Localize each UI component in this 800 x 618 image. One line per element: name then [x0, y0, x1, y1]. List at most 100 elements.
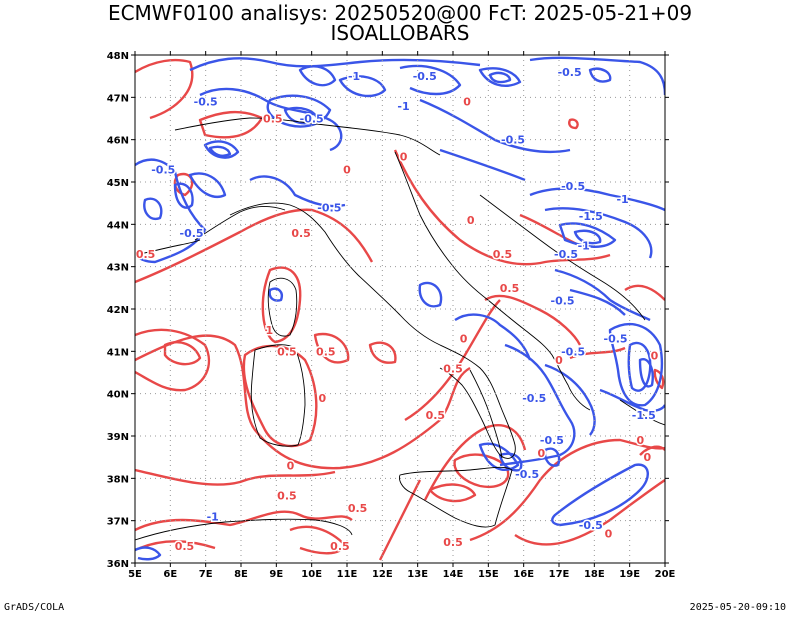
contour-value-label: 0 — [400, 151, 408, 164]
positive-contours — [135, 58, 665, 561]
positive-contour — [469, 438, 665, 542]
negative-contour — [338, 75, 387, 98]
contour-value-label: 0 — [651, 350, 659, 363]
negative-contour — [298, 65, 337, 87]
positive-contour — [639, 445, 665, 456]
positive-contour — [653, 368, 665, 390]
positive-contour — [261, 266, 302, 344]
negative-contours — [135, 56, 665, 561]
sardinia-outline — [250, 344, 306, 447]
contour-value-label: 0.5 — [348, 502, 368, 515]
positive-contour — [569, 346, 626, 360]
italy-coastline — [229, 202, 516, 459]
lon-tick-label: 14E — [443, 569, 464, 580]
contour-value-label: 0.5 — [175, 540, 195, 553]
contour-value-label: -0.5 — [194, 96, 218, 109]
positive-contour — [198, 110, 264, 139]
negative-contour — [544, 207, 653, 259]
contour-value-label: -0.5 — [540, 434, 564, 447]
negative-contour — [529, 187, 665, 212]
contour-value-label: 0.5 — [443, 536, 463, 549]
negative-contour — [143, 197, 163, 221]
negative-contour — [588, 67, 612, 83]
positive-contour — [624, 284, 665, 301]
lat-tick-label: 39N — [107, 432, 129, 443]
greece-coast — [619, 399, 665, 426]
contour-value-label: 1 — [265, 324, 273, 337]
contour-value-label: -1 — [348, 70, 360, 83]
negative-contour — [558, 222, 617, 248]
sicily-outline — [399, 466, 513, 528]
negative-contour — [499, 343, 576, 467]
negative-contour — [608, 322, 664, 407]
contour-value-label: 0.5 — [263, 113, 283, 126]
positive-contour — [135, 208, 374, 284]
positive-contour — [313, 332, 350, 364]
negative-contour — [266, 94, 332, 128]
calabria-coastline — [469, 369, 503, 459]
corsica-outline — [267, 277, 298, 337]
lat-tick-label: 36N — [107, 559, 129, 570]
positive-contour — [378, 479, 422, 561]
contour-value-label: -1.5 — [632, 409, 656, 422]
negative-contour — [488, 71, 512, 84]
contour-value-label: -1 — [578, 240, 590, 253]
lon-tick-label: 20E — [655, 569, 676, 580]
contour-value-label: -1 — [616, 193, 628, 206]
lat-tick-label: 48N — [107, 51, 129, 62]
adriatic-coastline — [394, 151, 591, 411]
contour-value-label: -0.5 — [558, 66, 582, 79]
contour-value-label: -1 — [207, 510, 219, 523]
contour-value-label: -0.5 — [413, 70, 437, 83]
contour-value-label: -0.5 — [151, 163, 175, 176]
positive-contour — [393, 149, 611, 266]
contour-value-label: 0 — [636, 434, 644, 447]
negative-contour — [478, 67, 522, 87]
balkan-coastline — [479, 194, 646, 321]
negative-contour — [454, 313, 532, 361]
lon-tick-label: 5E — [128, 569, 142, 580]
contour-value-label: -1 — [397, 100, 409, 113]
map-subtitle: ISOALLOBARS — [330, 21, 470, 45]
negative-contour — [208, 145, 232, 157]
negative-contour — [627, 341, 652, 392]
contour-value-label: 0 — [318, 392, 326, 405]
negative-contour — [498, 452, 523, 472]
contour-value-label: -0.5 — [554, 248, 578, 261]
negative-contour — [135, 158, 207, 264]
contour-value-label: -0.5 — [300, 113, 324, 126]
negative-contour — [203, 140, 240, 159]
negative-contour — [188, 172, 227, 198]
contour-value-label: 0.5 — [291, 227, 311, 240]
positive-contour — [404, 299, 501, 422]
render-timestamp: 2025-05-20-09:10 — [689, 602, 786, 613]
contour-value-label: -0.5 — [561, 180, 585, 193]
contour-value-label: 0 — [467, 214, 475, 227]
negative-contour — [135, 546, 162, 561]
negative-contour — [544, 363, 596, 436]
lon-tick-label: 12E — [372, 569, 393, 580]
contour-value-label: 0 — [644, 451, 652, 464]
negative-contour — [569, 288, 626, 316]
lon-tick-label: 10E — [301, 569, 322, 580]
positive-contour — [423, 424, 527, 501]
lon-tick-label: 15E — [478, 569, 499, 580]
software-credit: GrADS/COLA — [4, 602, 65, 613]
contour-value-label: -0.5 — [561, 345, 585, 358]
positive-contour — [368, 341, 397, 364]
lat-tick-label: 44N — [107, 220, 129, 231]
negative-contour — [249, 175, 346, 208]
negative-contour — [551, 463, 649, 527]
negative-contour — [439, 148, 526, 182]
lon-tick-label: 7E — [199, 569, 213, 580]
contour-value-label: 0.5 — [493, 248, 513, 261]
lat-tick-label: 46N — [107, 136, 129, 147]
alps-border — [174, 117, 441, 156]
contour-value-label: 0.5 — [443, 362, 463, 375]
negative-contour — [283, 106, 320, 125]
lon-tick-label: 11E — [337, 569, 358, 580]
lat-tick-label: 38N — [107, 474, 129, 485]
contour-value-label: -0.5 — [501, 134, 525, 147]
lon-tick-label: 9E — [269, 569, 283, 580]
